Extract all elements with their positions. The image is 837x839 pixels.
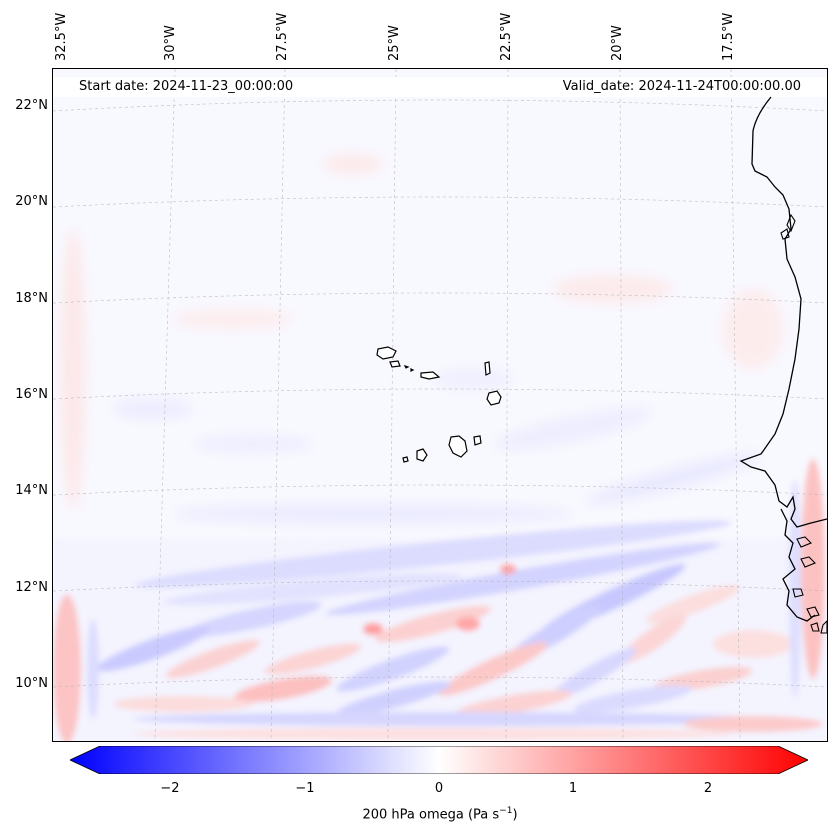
lon-label-17-5w: 17.5°W	[721, 12, 736, 61]
omega-field	[53, 69, 827, 741]
colorbar-tick-minus-1: −1	[295, 781, 315, 796]
colorbar-tick-0: 0	[434, 781, 444, 796]
start-date-label: Start date: 2024-11-23_00:00:00	[79, 79, 294, 94]
colorbar	[70, 746, 808, 774]
omega-map: Start date: 2024-11-23_00:00:00 Valid_da…	[52, 68, 828, 742]
colorbar-tick-minus-2: −2	[160, 781, 180, 796]
colorbar-tick-2: 2	[703, 781, 713, 796]
lon-label-30w: 30°W	[163, 25, 178, 61]
lat-label-10n: 10°N	[15, 676, 48, 691]
lon-label-25w: 25°W	[387, 25, 402, 61]
colorbar-label-main: 200 hPa omega (Pa s	[362, 807, 500, 823]
lon-label-22-5w: 22.5°W	[499, 12, 514, 61]
lat-label-12n: 12°N	[15, 580, 48, 595]
lat-label-22n: 22°N	[15, 98, 48, 113]
valid-date-label: Valid_date: 2024-11-24T00:00:00.00	[562, 79, 801, 94]
lon-label-32-5w: 32.5°W	[54, 12, 69, 61]
lat-label-20n: 20°N	[15, 194, 48, 209]
colorbar-tick-1: 1	[568, 781, 578, 796]
lon-label-27-5w: 27.5°W	[275, 12, 290, 61]
colorbar-label-exponent: −1	[499, 806, 513, 816]
colorbar-label: 200 hPa omega (Pa s−1)	[0, 806, 837, 822]
lat-label-14n: 14°N	[15, 483, 48, 498]
colorbar-label-close: )	[512, 807, 518, 823]
lat-label-18n: 18°N	[15, 291, 48, 306]
lon-label-20w: 20°W	[610, 25, 625, 61]
lat-label-16n: 16°N	[15, 387, 48, 402]
